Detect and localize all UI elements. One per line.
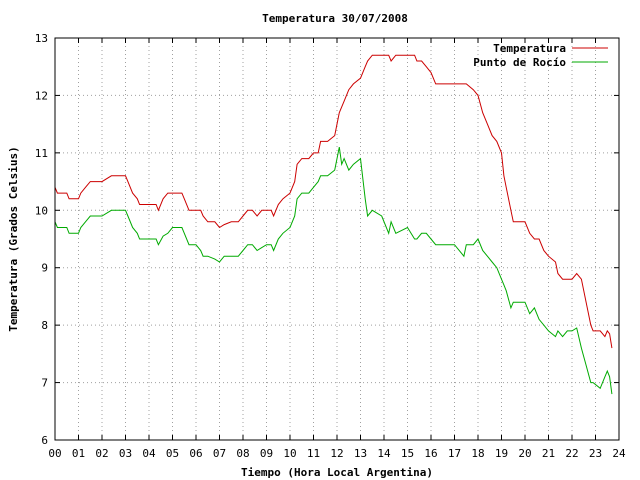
plot-frame xyxy=(54,37,620,441)
x-tick-label: 19 xyxy=(495,447,508,460)
x-tick-label: 07 xyxy=(213,447,226,460)
x-tick-label: 04 xyxy=(142,447,156,460)
y-tick-label: 11 xyxy=(35,147,48,160)
y-tick-label: 13 xyxy=(35,32,48,45)
x-tick-label: 01 xyxy=(72,447,85,460)
y-axis-ticks: 6 7 8 9 10 11 12 13 xyxy=(35,32,619,447)
y-tick-label: 8 xyxy=(41,319,48,332)
x-tick-label: 06 xyxy=(189,447,202,460)
x-tick-label: 02 xyxy=(95,447,108,460)
x-tick-label: 23 xyxy=(589,447,602,460)
x-tick-label: 10 xyxy=(283,447,296,460)
x-tick-label: 11 xyxy=(307,447,320,460)
x-tick-label: 05 xyxy=(166,447,179,460)
legend-label: Punto de Rocío xyxy=(473,56,566,69)
x-tick-label: 18 xyxy=(471,447,484,460)
x-tick-label: 20 xyxy=(518,447,531,460)
x-tick-label: 12 xyxy=(330,447,343,460)
x-tick-label: 13 xyxy=(354,447,367,460)
x-tick-label: 22 xyxy=(565,447,578,460)
x-tick-label: 03 xyxy=(119,447,132,460)
y-tick-label: 9 xyxy=(41,262,48,275)
y-tick-label: 10 xyxy=(35,204,48,217)
series-lines xyxy=(54,54,613,395)
y-tick-label: 12 xyxy=(35,89,48,102)
series-line-0 xyxy=(54,54,613,349)
x-tick-label: 16 xyxy=(424,447,437,460)
x-axis-ticks: 00 01 02 03 04 05 06 07 08 09 10 11 12 13 14 15 16 17 18 19… xyxy=(48,38,626,460)
x-tick-label: 24 xyxy=(612,447,626,460)
y-tick-label: 6 xyxy=(41,434,48,447)
x-axis-label: Tiempo (Hora Local Argentina) xyxy=(241,466,433,479)
y-axis-label: Temperatura (Grados Celsius) xyxy=(7,146,20,331)
x-tick-label: 09 xyxy=(260,447,273,460)
y-tick-label: 7 xyxy=(41,377,48,390)
x-tick-label: 15 xyxy=(401,447,414,460)
chart-title: Temperatura 30/07/2008 xyxy=(262,12,408,25)
x-tick-label: 17 xyxy=(448,447,461,460)
x-tick-label: 08 xyxy=(236,447,249,460)
x-tick-label: 00 xyxy=(48,447,61,460)
legend-label: Temperatura xyxy=(493,42,566,55)
x-tick-label: 21 xyxy=(542,447,555,460)
series-line-1 xyxy=(54,147,613,395)
x-tick-label: 14 xyxy=(377,447,391,460)
